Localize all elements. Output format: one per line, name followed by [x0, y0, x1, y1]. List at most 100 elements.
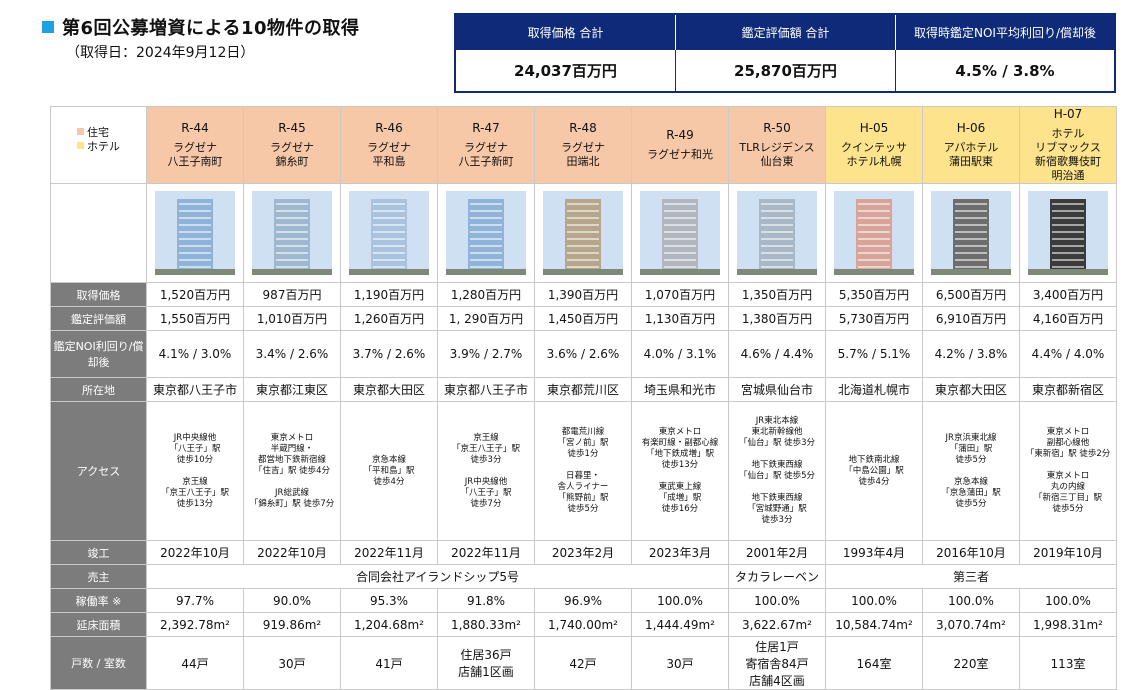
access-cell: 東京メトロ 有楽町線・副都心線 「地下鉄成増」駅 徒歩13分 東武東上線 「成増」駅 徒歩1… — [631, 401, 729, 541]
building-photo-r-45 — [243, 183, 341, 283]
price-cell: 5,350百万円 — [825, 282, 923, 307]
residential-swatch — [77, 128, 84, 135]
occupancy-cell: 97.7% — [146, 588, 244, 613]
header-corner — [50, 106, 147, 184]
price-cell: 1,390百万円 — [534, 282, 632, 307]
building-photo-h-06 — [922, 183, 1020, 283]
building-photo-icon — [931, 191, 1011, 275]
access-cell: JR中央線他 「八王子」駅 徒歩10分 京王線 「京王八王子」駅 徒歩13分 — [146, 401, 244, 541]
appraisal-cell: 1,450百万円 — [534, 306, 632, 331]
occupancy-cell: 95.3% — [340, 588, 438, 613]
noi-cell: 4.6% / 4.4% — [728, 330, 826, 378]
appraisal-cell: 1,260百万円 — [340, 306, 438, 331]
access-cell: JR京浜東北線 「蒲田」駅 徒歩5分 京急本線 「京急蒲田」駅 徒歩5分 — [922, 401, 1020, 541]
photo-corner — [50, 183, 147, 283]
property-code: R-49 — [666, 128, 694, 142]
appraisal-cell: 1,380百万円 — [728, 306, 826, 331]
price-cell: 6,500百万円 — [922, 282, 1020, 307]
occupancy-cell: 100.0% — [728, 588, 826, 613]
appraisal-cell: 1,010百万円 — [243, 306, 341, 331]
completed-cell: 2016年10月 — [922, 540, 1020, 565]
units-cell: 住居1戸 寄宿舎84戸 店舗4区画 — [728, 636, 826, 690]
building-photo-icon — [737, 191, 817, 275]
building-photo-icon — [155, 191, 235, 275]
access-cell: 東京メトロ 副都心線他 「東新宿」駅 徒歩2分 東京メトロ 丸の内線 「新宿三丁目」駅 徒歩… — [1019, 401, 1117, 541]
completed-cell: 2022年11月 — [437, 540, 535, 565]
building-photo-r-46 — [340, 183, 438, 283]
appraisal-cell: 5,730百万円 — [825, 306, 923, 331]
summary-value-price: 24,037百万円 — [456, 50, 676, 91]
appraisal-cell: 1, 290百万円 — [437, 306, 535, 331]
units-cell: 113室 — [1019, 636, 1117, 690]
units-cell: 220室 — [922, 636, 1020, 690]
floor-area-cell: 3,070.74m² — [922, 612, 1020, 637]
floor-area-cell: 3,622.67m² — [728, 612, 826, 637]
building-photo-icon — [252, 191, 332, 275]
noi-cell: 3.4% / 2.6% — [243, 330, 341, 378]
property-header-r-46: R-46 ラグゼナ 平和島 — [340, 106, 438, 184]
occupancy-cell: 100.0% — [825, 588, 923, 613]
appraisal-cell: 4,160百万円 — [1019, 306, 1117, 331]
building-photo-icon — [349, 191, 429, 275]
property-code: R-48 — [569, 121, 597, 135]
occupancy-cell: 100.0% — [922, 588, 1020, 613]
property-name: ラグゼナ 八王子南町 — [167, 141, 223, 168]
page-title: 第6回公募増資による10物件の取得 — [62, 18, 360, 39]
legend-residential-label: 住宅 — [87, 126, 109, 139]
property-header-r-44: R-44 ラグゼナ 八王子南町 — [146, 106, 244, 184]
property-code: R-46 — [375, 121, 403, 135]
building-photo-h-07 — [1019, 183, 1117, 283]
price-cell: 1,070百万円 — [631, 282, 729, 307]
property-name: アパホテル 蒲田駅東 — [943, 141, 999, 168]
property-name: ラグゼナ 平和島 — [367, 141, 411, 168]
legend-residential: 住宅 — [77, 126, 120, 140]
floor-area-cell: 1,998.31m² — [1019, 612, 1117, 637]
legend-hotel-label: ホテル — [87, 140, 120, 153]
units-cell: 30戸 — [243, 636, 341, 690]
property-code: R-45 — [278, 121, 306, 135]
completed-cell: 2022年11月 — [340, 540, 438, 565]
location-cell: 東京都八王子市 — [437, 377, 535, 402]
completed-cell: 2022年10月 — [243, 540, 341, 565]
location-cell: 東京都荒川区 — [534, 377, 632, 402]
property-code: H-07 — [1053, 107, 1083, 122]
property-name: TLRレジデンス 仙台東 — [739, 141, 815, 168]
occupancy-cell: 90.0% — [243, 588, 341, 613]
appraisal-cell: 6,910百万円 — [922, 306, 1020, 331]
legend: 住宅 ホテル — [77, 126, 120, 154]
seller-cell-a: 合同会社アイランドシップ5号 — [146, 564, 729, 589]
property-name: ラグゼナ 錦糸町 — [270, 141, 314, 168]
completed-cell: 2023年2月 — [534, 540, 632, 565]
price-cell: 987百万円 — [243, 282, 341, 307]
price-cell: 3,400百万円 — [1019, 282, 1117, 307]
building-photo-r-49 — [631, 183, 729, 283]
row-label-completed: 竣工 — [50, 540, 147, 565]
row-label-occupancy: 稼働率 ※ — [50, 588, 147, 613]
row-label-price: 取得価格 — [50, 282, 147, 307]
hotel-swatch — [77, 142, 84, 149]
access-cell: 都電荒川線 「宮ノ前」駅 徒歩1分 日暮里・ 舎人ライナー 「熊野前」駅 徒歩5分 — [534, 401, 632, 541]
property-header-r-49: R-49 ラグゼナ和光 — [631, 106, 729, 184]
summary-value-noi: 4.5% / 3.8% — [955, 61, 1055, 80]
property-code: H-05 — [859, 121, 889, 135]
noi-cell: 4.1% / 3.0% — [146, 330, 244, 378]
price-cell: 1,520百万円 — [146, 282, 244, 307]
property-code: R-44 — [181, 121, 209, 135]
units-cell: 30戸 — [631, 636, 729, 690]
completed-cell: 2023年3月 — [631, 540, 729, 565]
row-label-access: アクセス — [50, 401, 147, 541]
location-cell: 埼玉県和光市 — [631, 377, 729, 402]
occupancy-cell: 96.9% — [534, 588, 632, 613]
floor-area-cell: 1,444.49m² — [631, 612, 729, 637]
units-cell: 住居36戸 店舗1区画 — [437, 636, 535, 690]
property-header-r-45: R-45 ラグゼナ 錦糸町 — [243, 106, 341, 184]
property-header-r-50: R-50 TLRレジデンス 仙台東 — [728, 106, 826, 184]
floor-area-cell: 1,204.68m² — [340, 612, 438, 637]
building-photo-r-47 — [437, 183, 535, 283]
summary-header-price: 取得価格 合計 — [456, 15, 676, 50]
floor-area-cell: 1,880.33m² — [437, 612, 535, 637]
summary-value-appraisal: 25,870百万円 — [676, 50, 896, 91]
completed-cell: 2019年10月 — [1019, 540, 1117, 565]
location-cell: 東京都八王子市 — [146, 377, 244, 402]
occupancy-cell: 91.8% — [437, 588, 535, 613]
